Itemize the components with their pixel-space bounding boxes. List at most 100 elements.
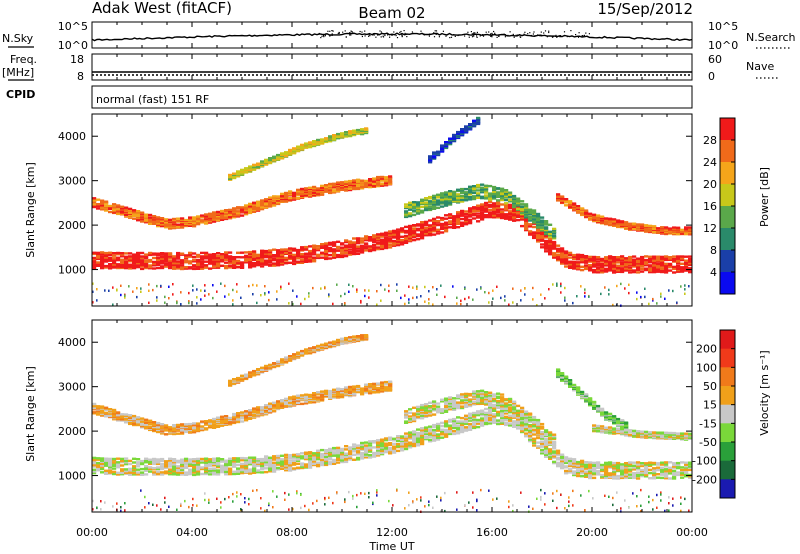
range-cell [348,241,353,245]
range-cell [520,218,525,221]
range-cell [124,419,129,422]
range-cell [140,419,145,422]
nsearch-point [476,31,478,33]
range-cell [200,263,205,266]
range-cell [480,213,485,216]
range-cell [200,467,205,471]
range-cell [276,468,281,471]
range-cell [688,267,693,270]
range-cell [508,215,513,218]
range-cell [500,215,505,218]
range-cell [356,505,358,509]
range-cell [92,263,97,266]
range-cell [512,200,517,204]
range-cell [192,468,197,471]
freq-label: Freq. [10,53,37,66]
range-cell [632,255,637,258]
range-cell [624,263,629,267]
range-cell [128,414,133,417]
nsearch-point [588,33,590,35]
nsearch-point [395,35,397,37]
range-cell [312,193,317,197]
range-cell [276,461,281,464]
range-cell [224,460,229,464]
range-cell [100,500,102,503]
range-cell [280,402,285,405]
range-cell [588,267,593,270]
range-cell [504,196,509,199]
range-cell [552,236,557,239]
range-cell [664,271,669,274]
range-cell [96,458,101,461]
range-cell [264,261,269,264]
range-cell [372,246,377,249]
range-cell [448,202,453,205]
range-cell [228,293,230,296]
range-cell [208,458,213,461]
range-cell [188,462,193,466]
range-cell [320,287,322,290]
range-cell [688,257,693,261]
range-cell [92,199,97,202]
range-cell [276,457,281,460]
range-cell [296,459,301,462]
range-cell [596,256,601,259]
nsearch-point [474,32,476,34]
range-cell [652,259,657,262]
range-cell [548,251,553,254]
range-cell [444,195,449,199]
range-cell [404,239,409,242]
range-cell [360,387,365,390]
range-cell [356,386,361,390]
nsearch-point [378,34,380,36]
range-cell [304,393,309,396]
range-cell [672,226,677,229]
range-cell [360,457,365,460]
range-cell [376,494,378,497]
range-cell [252,250,257,253]
range-cell [688,260,693,263]
range-cell [336,455,341,458]
range-cell [188,255,193,258]
range-cell [584,209,589,212]
range-cell [544,230,549,233]
range-cell [512,212,517,215]
range-cell [380,449,385,453]
range-cell [448,214,453,217]
range-cell [264,411,269,415]
range-cell [128,471,133,474]
range-cell [520,299,522,302]
range-cell [272,255,277,258]
range-cell [524,293,526,296]
range-cell [144,213,149,216]
range-cell [308,508,310,512]
nsearch-point [337,32,339,35]
range-cell [192,461,197,464]
range-cell [180,252,185,255]
range-cell [148,458,153,461]
range-cell [560,291,562,294]
range-cell [668,227,673,230]
range-cell [120,252,125,255]
nsearch-point [539,35,541,37]
range-cell [392,451,397,454]
range-cell [176,465,181,468]
range-cell [384,438,389,442]
range-cell [116,457,121,460]
range-cell [620,261,625,264]
range-cell [308,393,313,397]
range-cell [340,451,345,454]
range-cell [292,397,297,401]
range-cell [364,249,369,252]
nsearch-point [540,31,542,33]
range-cell [244,416,249,419]
range-cell [404,236,409,240]
range-cell [468,221,473,225]
range-cell [228,416,233,420]
range-cell [276,456,281,459]
range-cell [140,489,142,492]
range-cell [244,497,246,500]
range-cell [560,251,565,255]
range-cell [420,209,425,212]
range-cell [480,204,485,207]
